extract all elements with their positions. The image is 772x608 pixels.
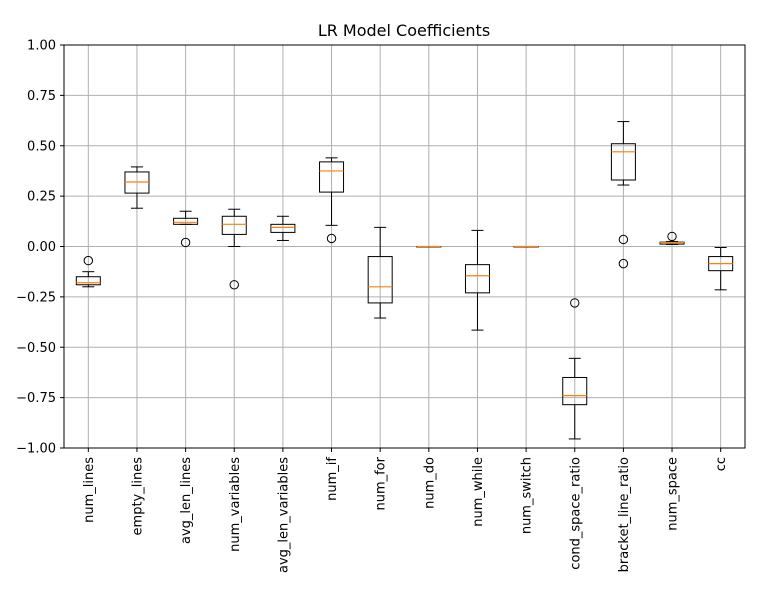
y-tick-label: 1.00 bbox=[27, 39, 56, 54]
outlier-point bbox=[570, 298, 580, 308]
x-tick-label: num_if bbox=[325, 457, 340, 501]
box-avg_len_lines bbox=[173, 210, 199, 248]
box-num_if bbox=[319, 157, 345, 244]
outlier-point bbox=[83, 255, 94, 266]
box-cc bbox=[708, 247, 734, 291]
outlier-point bbox=[180, 237, 191, 248]
x-tick-label: num_do bbox=[422, 457, 437, 509]
x-tick-label: num_variables bbox=[228, 457, 243, 552]
box-iqr bbox=[75, 276, 101, 286]
x-tick-label: empty_lines bbox=[130, 457, 145, 536]
box-num_do bbox=[416, 245, 442, 248]
box-empty_lines bbox=[124, 166, 150, 209]
box-bracket_line_ratio bbox=[610, 121, 636, 269]
box-num_variables bbox=[221, 208, 247, 290]
box-layer bbox=[75, 121, 734, 440]
box-iqr bbox=[221, 215, 247, 235]
x-tick-label: avg_len_variables bbox=[276, 457, 291, 573]
box-cond_space_ratio bbox=[562, 298, 588, 440]
outlier-point bbox=[326, 233, 337, 244]
chart-title: LR Model Coefficients bbox=[318, 21, 490, 40]
y-tick-label: 0.00 bbox=[27, 240, 56, 255]
y-tick-label: −1.00 bbox=[16, 442, 56, 457]
box-num_for bbox=[367, 226, 393, 319]
box-iqr bbox=[562, 376, 588, 406]
y-tick-label: 0.50 bbox=[27, 139, 56, 154]
outlier-point bbox=[667, 231, 677, 242]
x-tick-label: num_switch bbox=[520, 457, 535, 534]
x-tick-label: cc bbox=[714, 457, 729, 471]
outlier-point bbox=[618, 258, 629, 269]
y-tick-label: −0.25 bbox=[16, 290, 56, 305]
outlier-point bbox=[618, 234, 629, 245]
x-tick-label: num_lines bbox=[82, 457, 97, 523]
y-tick-label: 0.75 bbox=[27, 89, 56, 104]
x-tick-label: avg_len_lines bbox=[179, 457, 194, 544]
y-tick-label: −0.50 bbox=[16, 341, 56, 356]
x-tick-label: bracket_line_ratio bbox=[617, 457, 632, 572]
box-num_switch bbox=[513, 245, 539, 248]
axis-layer: −1.00 −0.75 −0.50 −0.25 0.00 0.25 0.50 0.75 1.00… bbox=[16, 39, 729, 573]
x-tick-label: num_for bbox=[374, 456, 389, 510]
y-tick-label: −0.75 bbox=[16, 391, 56, 406]
box-iqr bbox=[464, 264, 490, 294]
y-tick-label: 0.25 bbox=[27, 190, 56, 205]
x-tick-label: num_while bbox=[471, 457, 486, 527]
box-num_space bbox=[659, 231, 685, 245]
outlier-point bbox=[229, 280, 239, 290]
x-tick-label: num_space bbox=[666, 457, 681, 531]
box-iqr bbox=[610, 143, 636, 181]
x-tick-label: cond_space_ratio bbox=[568, 457, 583, 570]
box-num_lines bbox=[75, 255, 101, 288]
box-iqr bbox=[367, 256, 393, 304]
box-iqr bbox=[270, 223, 296, 233]
box-iqr bbox=[173, 217, 199, 225]
box-num_while bbox=[464, 229, 490, 331]
box-avg_len_variables bbox=[270, 215, 296, 241]
box-iqr bbox=[319, 161, 345, 193]
